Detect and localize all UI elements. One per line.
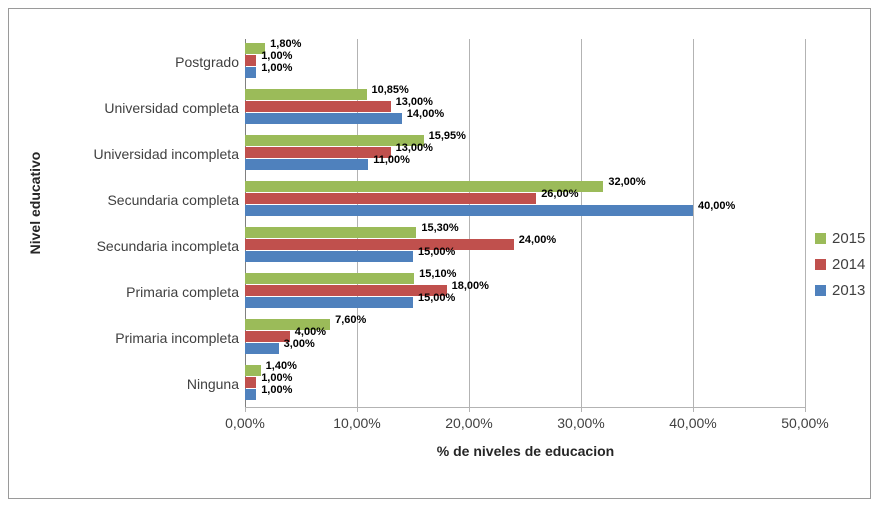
- category-label-5: Primaria completa: [126, 284, 239, 300]
- bar-value-label: 15,10%: [419, 268, 457, 280]
- category-label-4: Secundaria incompleta: [96, 238, 239, 254]
- bar-value-label: 15,00%: [418, 246, 456, 258]
- category-label-1: Universidad completa: [104, 100, 239, 116]
- bar-2013-1[interactable]: [245, 113, 402, 124]
- bar-group: 7,60% 4,00% 3,00%: [245, 315, 805, 361]
- x-axis-tick: [245, 407, 246, 412]
- x-axis-tick-label: 30,00%: [557, 415, 605, 431]
- bar-2015-3[interactable]: [245, 181, 604, 192]
- legend-item-2015[interactable]: 2015: [815, 225, 871, 251]
- x-axis-tick: [805, 407, 806, 412]
- category-label-7: Ninguna: [186, 376, 239, 392]
- bar-value-label: 32,00%: [608, 176, 646, 188]
- bar-2013-4[interactable]: [245, 251, 413, 262]
- category-label-3: Secundaria completa: [107, 192, 239, 208]
- bar-value-label: 7,60%: [335, 314, 367, 326]
- gridline: [469, 39, 470, 407]
- bar-value-label: 40,00%: [698, 200, 736, 212]
- y-axis-line: [245, 39, 246, 408]
- bar-value-label: 1,00%: [261, 384, 293, 396]
- bar-2013-5[interactable]: [245, 297, 413, 308]
- bar-value-label: 15,30%: [421, 222, 459, 234]
- bar-value-label: 18,00%: [451, 280, 489, 292]
- bar-value-label: 1,00%: [261, 372, 293, 384]
- bar-2013-3[interactable]: [245, 205, 693, 216]
- x-axis-tick-label: 40,00%: [669, 415, 717, 431]
- bar-value-label: 1,00%: [261, 50, 293, 62]
- bar-2015-4[interactable]: [245, 227, 417, 238]
- x-axis-tick-label: 10,00%: [333, 415, 381, 431]
- bar-group: 15,30% 24,00% 15,00%: [245, 223, 805, 269]
- bar-value-label: 10,85%: [371, 84, 409, 96]
- bar-group: 15,10% 18,00% 15,00%: [245, 269, 805, 315]
- bar-2015-7[interactable]: [245, 365, 261, 376]
- bar-value-label: 26,00%: [541, 188, 579, 200]
- bar-group: 1,40% 1,00% 1,00%: [245, 361, 805, 407]
- bar-2013-6[interactable]: [245, 343, 279, 354]
- x-axis-tick: [581, 407, 582, 412]
- bar-2014-4[interactable]: [245, 239, 514, 250]
- legend-label: 2013: [832, 281, 866, 299]
- bar-2013-7[interactable]: [245, 389, 257, 400]
- bar-2014-6[interactable]: [245, 331, 290, 342]
- bar-2015-1[interactable]: [245, 89, 367, 100]
- legend-swatch-icon: [815, 232, 826, 244]
- bar-value-label: 15,00%: [418, 292, 456, 304]
- category-label-0: Postgrado: [175, 54, 239, 70]
- legend-item-2013[interactable]: 2013: [815, 277, 871, 303]
- x-axis-tick-label: 0,00%: [225, 415, 265, 431]
- x-axis-tick: [357, 407, 358, 412]
- bar-group: 32,00% 26,00% 40,00%: [245, 177, 805, 223]
- bar-2015-2[interactable]: [245, 135, 424, 146]
- bar-value-label: 15,95%: [428, 130, 466, 142]
- x-axis-title: % de niveles de educacion: [436, 443, 615, 459]
- legend-swatch-icon: [815, 258, 826, 270]
- bar-value-label: 13,00%: [395, 96, 433, 108]
- category-label-2: Universidad incompleta: [93, 146, 239, 162]
- legend: 2015 2014 2013: [815, 225, 871, 303]
- legend-item-2014[interactable]: 2014: [815, 251, 871, 277]
- bar-2014-5[interactable]: [245, 285, 447, 296]
- bar-2013-2[interactable]: [245, 159, 369, 170]
- bar-value-label: 1,80%: [270, 38, 302, 50]
- y-axis-title: Nivel educativo: [27, 151, 43, 255]
- bar-2014-3[interactable]: [245, 193, 537, 204]
- x-axis-line: [245, 407, 806, 408]
- bar-value-label: 24,00%: [518, 234, 557, 246]
- gridline: [805, 39, 806, 407]
- bar-value-label: 4,00%: [294, 326, 326, 338]
- gridline: [581, 39, 582, 407]
- bar-2015-5[interactable]: [245, 273, 415, 284]
- bar-group: 10,85% 13,00% 14,00%: [245, 85, 805, 131]
- legend-swatch-icon: [815, 284, 826, 296]
- bar-value-label: 11,00%: [373, 154, 410, 166]
- chart-container: 1,80% 1,00% 1,00% 10,85% 13,00% 14,00% 15,95% 1…: [8, 8, 871, 499]
- legend-label: 2015: [832, 229, 866, 247]
- bar-2014-1[interactable]: [245, 101, 391, 112]
- bar-value-label: 14,00%: [406, 108, 445, 120]
- bar-value-label: 1,00%: [261, 62, 293, 74]
- bar-2014-7[interactable]: [245, 377, 257, 388]
- gridline: [357, 39, 358, 407]
- bar-group: 1,80% 1,00% 1,00%: [245, 39, 805, 85]
- gridline: [693, 39, 694, 407]
- x-axis-tick: [693, 407, 694, 412]
- x-axis-tick-label: 20,00%: [445, 415, 493, 431]
- bar-value-label: 13,00%: [395, 142, 433, 154]
- x-axis-tick-labels: 0,00% 10,00% 20,00% 30,00% 40,00% 50,00%: [225, 415, 829, 435]
- bar-value-label: 1,40%: [265, 360, 297, 372]
- bar-2014-0[interactable]: [245, 55, 257, 66]
- bar-2014-2[interactable]: [245, 147, 391, 158]
- y-axis-category-labels: Postgrado Universidad completa Universidad…: [15, 39, 239, 407]
- bar-2015-0[interactable]: [245, 43, 266, 54]
- legend-label: 2014: [832, 255, 866, 273]
- bar-group: 15,95% 13,00% 11,00%: [245, 131, 805, 177]
- x-axis-tick-label: 50,00%: [781, 415, 829, 431]
- bar-value-label: 3,00%: [283, 338, 315, 350]
- bar-2013-0[interactable]: [245, 67, 257, 78]
- x-axis-tick: [469, 407, 470, 412]
- category-label-6: Primaria incompleta: [115, 330, 239, 346]
- bar-2015-6[interactable]: [245, 319, 331, 330]
